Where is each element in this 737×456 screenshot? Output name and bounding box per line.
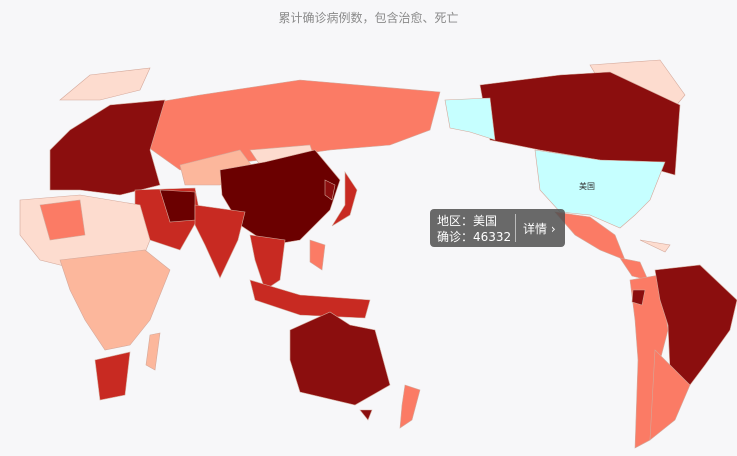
- region-ecuador[interactable]: [631, 289, 646, 306]
- region-russia[interactable]: [139, 79, 441, 171]
- region-central-america[interactable]: [619, 257, 649, 281]
- region-korea[interactable]: [324, 179, 336, 201]
- region-europe[interactable]: [49, 99, 166, 196]
- region-alaska[interactable]: [444, 97, 496, 141]
- region-australia[interactable]: [289, 311, 391, 406]
- details-label: 详情: [523, 222, 548, 236]
- chevron-right-icon: ›: [550, 222, 556, 236]
- region-argentina[interactable]: [649, 349, 691, 441]
- chart-title: 累计确诊病例数，包含治愈、死亡: [278, 11, 459, 25]
- tooltip-divider: [515, 214, 516, 242]
- region-india[interactable]: [194, 204, 246, 279]
- region-indonesia[interactable]: [249, 279, 371, 319]
- region-japan[interactable]: [331, 171, 358, 227]
- region-se-asia[interactable]: [249, 234, 286, 291]
- tooltip-region: 地区：美国: [437, 214, 498, 228]
- region-usa[interactable]: [534, 149, 666, 229]
- tooltip-confirmed: 确诊：46332: [437, 230, 512, 244]
- region-philippines[interactable]: [309, 239, 326, 271]
- region-new-zealand[interactable]: [399, 384, 421, 429]
- region-greenland-west[interactable]: [59, 67, 151, 101]
- region-brazil[interactable]: [654, 264, 737, 386]
- map-tooltip: 地区：美国 确诊：46332 详情 ›: [430, 209, 565, 247]
- region-madagascar[interactable]: [145, 332, 161, 371]
- region-caribbean[interactable]: [639, 239, 671, 253]
- region-algeria[interactable]: [39, 199, 86, 241]
- region-label-usa: 美国: [579, 182, 595, 191]
- tooltip-details-button[interactable]: 详情 ›: [523, 220, 556, 237]
- region-south-africa[interactable]: [94, 351, 131, 401]
- region-tasmania[interactable]: [359, 409, 373, 421]
- region-africa-central[interactable]: [59, 249, 171, 351]
